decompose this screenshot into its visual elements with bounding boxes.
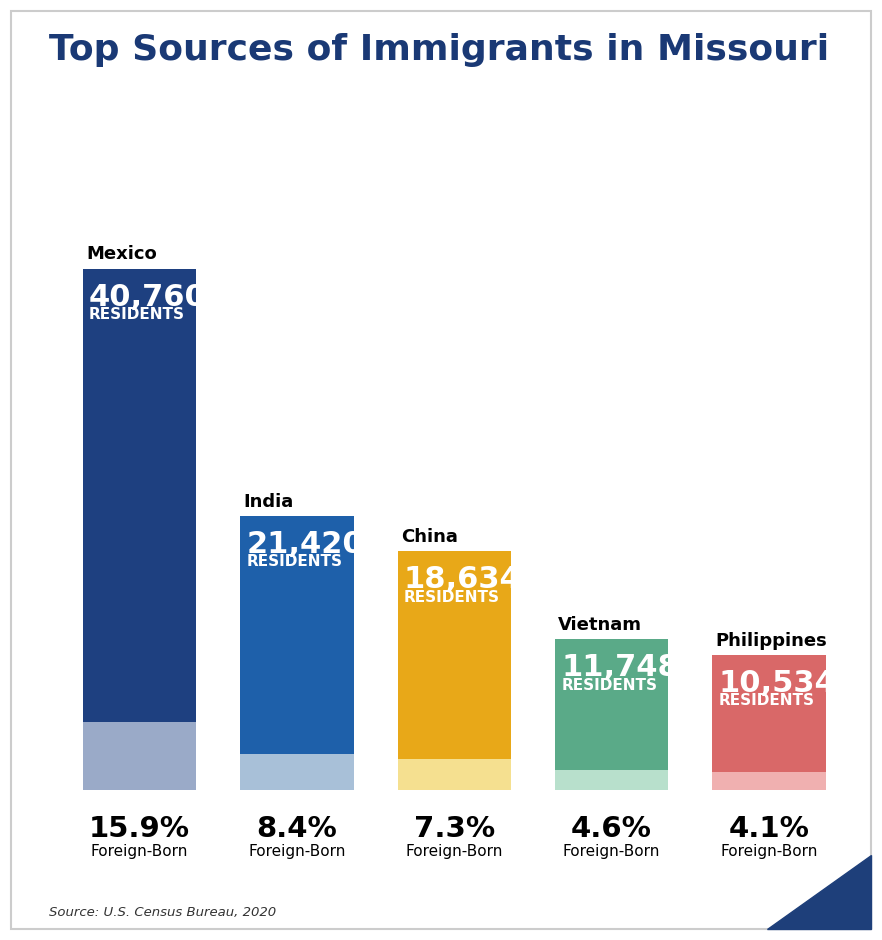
- Bar: [83, 722, 196, 790]
- Bar: [713, 772, 826, 790]
- Text: China: China: [400, 528, 458, 546]
- Text: 8.4%: 8.4%: [257, 815, 337, 843]
- Text: Foreign-Born: Foreign-Born: [406, 844, 503, 859]
- Bar: [240, 754, 354, 790]
- Text: 11,748: 11,748: [561, 653, 679, 682]
- Text: 4.6%: 4.6%: [572, 815, 652, 843]
- Text: RESIDENTS: RESIDENTS: [719, 694, 815, 708]
- Text: 15.9%: 15.9%: [89, 815, 190, 843]
- Text: 7.3%: 7.3%: [414, 815, 495, 843]
- Text: RESIDENTS: RESIDENTS: [561, 678, 657, 693]
- Text: RESIDENTS: RESIDENTS: [89, 306, 185, 321]
- Bar: [83, 269, 196, 722]
- Text: RESIDENTS: RESIDENTS: [404, 589, 500, 604]
- Bar: [555, 639, 669, 770]
- Text: 40,760: 40,760: [89, 283, 207, 311]
- Bar: [713, 655, 826, 772]
- Bar: [240, 516, 354, 754]
- Text: Vietnam: Vietnam: [558, 617, 642, 634]
- Text: RESIDENTS: RESIDENTS: [246, 554, 342, 569]
- Text: Mexico: Mexico: [86, 245, 157, 263]
- Text: Top Sources of Immigrants in Missouri: Top Sources of Immigrants in Missouri: [49, 33, 828, 67]
- Text: Source: U.S. Census Bureau, 2020: Source: U.S. Census Bureau, 2020: [49, 906, 276, 919]
- Text: Foreign-Born: Foreign-Born: [248, 844, 346, 859]
- Text: 4.1%: 4.1%: [729, 815, 810, 843]
- Text: 10,534: 10,534: [719, 669, 836, 698]
- Bar: [555, 770, 669, 790]
- Text: 21,420: 21,420: [246, 530, 364, 558]
- Text: 18,634: 18,634: [404, 566, 521, 594]
- Bar: [398, 759, 511, 790]
- Text: Foreign-Born: Foreign-Born: [91, 844, 188, 859]
- Text: Foreign-Born: Foreign-Born: [563, 844, 661, 859]
- Text: Philippines: Philippines: [715, 632, 827, 650]
- Text: Foreign-Born: Foreign-Born: [721, 844, 818, 859]
- Text: India: India: [243, 493, 294, 510]
- Bar: [398, 552, 511, 759]
